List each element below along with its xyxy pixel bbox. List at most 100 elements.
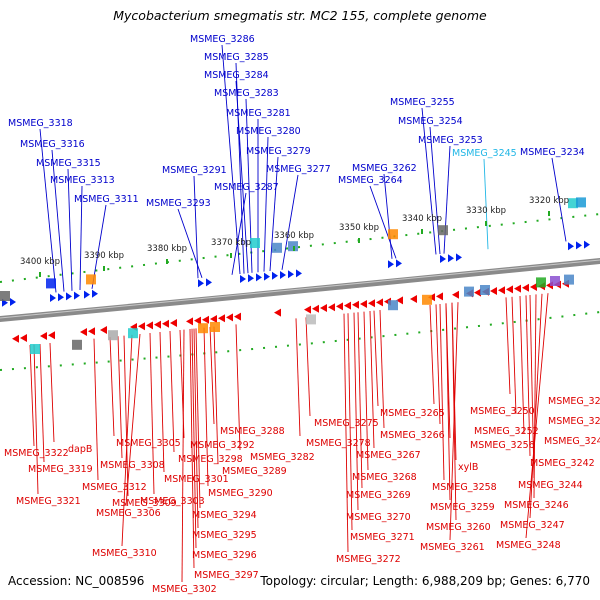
reverse-gene-label[interactable]: MSMEG_3309	[112, 498, 177, 509]
forward-gene-label[interactable]: MSMEG_3253	[418, 135, 483, 146]
feature-annotation-block[interactable]	[108, 330, 118, 341]
forward-gene[interactable]	[264, 272, 270, 281]
reverse-gene-label[interactable]: MSMEG_3298	[178, 454, 243, 465]
forward-gene-label[interactable]: MSMEG_3280	[236, 126, 301, 137]
forward-gene[interactable]	[388, 260, 394, 269]
reverse-gene-label[interactable]: MSMEG_3256	[470, 440, 535, 451]
reverse-gene-label[interactable]: MSMEG_3242	[530, 458, 595, 469]
reverse-gene-label[interactable]: MSMEG_3271	[350, 532, 415, 543]
reverse-gene[interactable]	[452, 290, 459, 299]
feature-annotation-block[interactable]	[388, 229, 398, 240]
feature-annotation-block[interactable]	[86, 274, 96, 285]
reverse-gene[interactable]	[360, 300, 367, 308]
reverse-gene-label[interactable]: MSMEG_3296	[192, 550, 257, 561]
forward-gene[interactable]	[66, 292, 72, 301]
feature-annotation-block[interactable]	[576, 197, 586, 208]
reverse-gene[interactable]	[210, 315, 217, 323]
forward-gene-label[interactable]: MSMEG_3286	[190, 34, 255, 45]
reverse-gene[interactable]	[12, 334, 19, 343]
reverse-gene-label[interactable]: MSMEG_3246	[504, 500, 569, 511]
reverse-gene[interactable]	[514, 284, 521, 293]
forward-gene[interactable]	[296, 269, 302, 278]
reverse-gene[interactable]	[226, 313, 233, 322]
forward-gene-label[interactable]: MSMEG_3234	[520, 147, 585, 158]
reverse-gene-label[interactable]: MSMEG_3241	[544, 436, 600, 447]
forward-gene[interactable]	[448, 254, 454, 263]
feature-annotation-block[interactable]	[550, 276, 560, 286]
forward-gene-label[interactable]: MSMEG_3283	[214, 88, 279, 99]
reverse-gene[interactable]	[530, 283, 537, 291]
reverse-gene-label[interactable]: MSMEG_3292	[190, 440, 255, 451]
feature-annotation-block[interactable]	[30, 344, 40, 354]
forward-gene-label[interactable]: MSMEG_3255	[390, 97, 455, 108]
reverse-gene-label[interactable]: MSMEG_3261	[420, 542, 485, 553]
reverse-gene[interactable]	[154, 320, 161, 329]
reverse-gene[interactable]	[376, 298, 383, 307]
reverse-gene-label[interactable]: MSMEG_3248	[496, 540, 561, 551]
reverse-gene-label[interactable]: MSMEG_3289	[222, 466, 287, 477]
reverse-gene[interactable]	[194, 316, 201, 325]
reverse-gene-label[interactable]: dapB	[68, 444, 92, 455]
reverse-gene[interactable]	[170, 319, 177, 327]
feature-annotation-block[interactable]	[480, 285, 490, 295]
reverse-gene-label[interactable]: MSMEG_3258	[432, 482, 497, 493]
reverse-gene-label[interactable]: MSMEG_3275	[314, 418, 379, 429]
reverse-gene-label[interactable]: MSMEG_3267	[356, 450, 421, 461]
forward-gene[interactable]	[74, 291, 80, 300]
forward-gene[interactable]	[50, 294, 56, 302]
reverse-gene-label[interactable]: MSMEG_3301	[164, 474, 229, 485]
reverse-gene-label[interactable]: MSMEG_3308	[100, 460, 165, 471]
reverse-gene-label[interactable]: MSMEG_3319	[28, 464, 93, 475]
reverse-gene[interactable]	[352, 300, 359, 309]
feature-annotation-block[interactable]	[128, 328, 138, 339]
forward-gene[interactable]	[84, 290, 90, 299]
forward-gene-label[interactable]: MSMEG_3245	[452, 148, 517, 159]
reverse-gene[interactable]	[522, 283, 529, 292]
reverse-gene-label[interactable]: MSMEG_3278	[306, 438, 371, 449]
feature-annotation-block[interactable]	[46, 278, 56, 289]
forward-gene[interactable]	[248, 274, 254, 283]
forward-gene-label[interactable]: MSMEG_3279	[246, 146, 311, 157]
forward-gene-label[interactable]: MSMEG_3277	[266, 164, 331, 175]
feature-annotation-block[interactable]	[422, 294, 432, 305]
forward-gene-label[interactable]: MSMEG_3285	[204, 52, 269, 63]
reverse-gene-label[interactable]: MSMEG_3252	[474, 426, 539, 437]
reverse-gene-label[interactable]: MSMEG_3305	[116, 438, 181, 449]
forward-gene-label[interactable]: MSMEG_3254	[398, 116, 463, 127]
reverse-gene-label[interactable]: MSMEG_3265	[380, 408, 445, 419]
reverse-gene-label[interactable]: MSMEG_3302	[152, 584, 217, 595]
feature-annotation-block[interactable]	[564, 274, 574, 285]
reverse-gene[interactable]	[146, 321, 153, 330]
feature-annotation-block[interactable]	[198, 323, 208, 334]
forward-gene-label[interactable]: MSMEG_3311	[74, 194, 139, 205]
reverse-gene-label[interactable]: MSMEG_3310	[92, 548, 157, 559]
reverse-gene-label[interactable]: MSMEG_3297	[194, 570, 259, 581]
reverse-gene-label[interactable]: MSMEG_3306	[96, 508, 161, 519]
forward-gene[interactable]	[288, 270, 294, 279]
reverse-gene-label[interactable]: MSMEG_3250	[470, 406, 535, 417]
reverse-gene-label[interactable]: MSMEG_3322	[4, 448, 69, 459]
reverse-gene[interactable]	[474, 288, 481, 297]
reverse-gene[interactable]	[490, 287, 497, 295]
feature-annotation-block[interactable]	[464, 286, 474, 297]
reverse-gene[interactable]	[186, 317, 193, 326]
reverse-gene[interactable]	[162, 319, 169, 328]
reverse-gene[interactable]	[20, 334, 27, 342]
forward-gene-label[interactable]: MSMEG_3264	[338, 175, 403, 186]
reverse-gene-label[interactable]: MSMEG_3244	[518, 480, 583, 491]
reverse-gene[interactable]	[304, 305, 311, 314]
reverse-gene-label[interactable]: MSMEG_3268	[352, 472, 417, 483]
forward-gene[interactable]	[256, 273, 262, 282]
forward-gene-label[interactable]: MSMEG_3316	[20, 139, 85, 150]
reverse-gene-label[interactable]: MSMEG_3266	[380, 430, 445, 441]
reverse-gene[interactable]	[410, 295, 417, 303]
forward-gene-label[interactable]: MSMEG_3291	[162, 165, 227, 176]
forward-gene[interactable]	[576, 241, 582, 250]
reverse-gene-label[interactable]: MSMEG_3294	[192, 510, 257, 521]
reverse-gene-label[interactable]: MSMEG_3272	[336, 554, 401, 565]
reverse-gene-label[interactable]: MSMEG_3288	[220, 426, 285, 437]
feature-annotation-block[interactable]	[210, 322, 220, 332]
feature-annotation-block[interactable]	[388, 300, 398, 311]
reverse-gene-label[interactable]: MSMEG_3282	[250, 452, 315, 463]
